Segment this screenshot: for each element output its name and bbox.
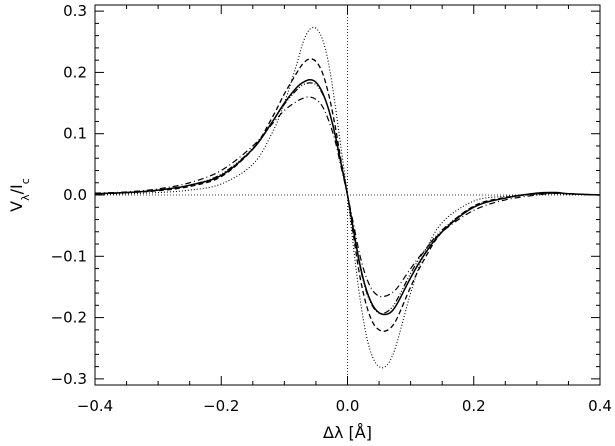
series-line-5 [94, 82, 601, 315]
x-axis-label: Δλ [Å] [323, 423, 372, 442]
x-tick-label: 0.4 [588, 397, 612, 415]
y-axis-label-sub2: c [19, 178, 32, 184]
y-tick-label: −0.1 [51, 247, 87, 265]
y-tick-label: −0.3 [51, 370, 87, 388]
y-axis-label-sub1: λ [19, 194, 32, 201]
y-axis-label-main: V [7, 201, 26, 212]
axes: −0.4 −0.2 0.0 0.2 0.4 −0.3 −0.2 −0.1 0.0 0.1 0.2 0.… [51, 2, 612, 415]
y-axis-label: Vλ/Ic [7, 178, 32, 212]
series-line-3 [94, 26, 601, 369]
plot-lines [94, 5, 601, 385]
y-tick-label: 0.3 [63, 2, 87, 20]
y-axis-label-mid: /I [7, 184, 26, 194]
y-tick-label: 0.1 [63, 125, 87, 143]
x-tick-label: −0.2 [203, 397, 239, 415]
x-tick-label: −0.4 [77, 397, 113, 415]
y-tick-label: 0.0 [63, 186, 87, 204]
y-tick-label: −0.2 [51, 309, 87, 327]
x-tick-label: 0.2 [462, 397, 486, 415]
x-tick-label: 0.0 [336, 397, 360, 415]
y-tick-label: 0.2 [63, 63, 87, 81]
